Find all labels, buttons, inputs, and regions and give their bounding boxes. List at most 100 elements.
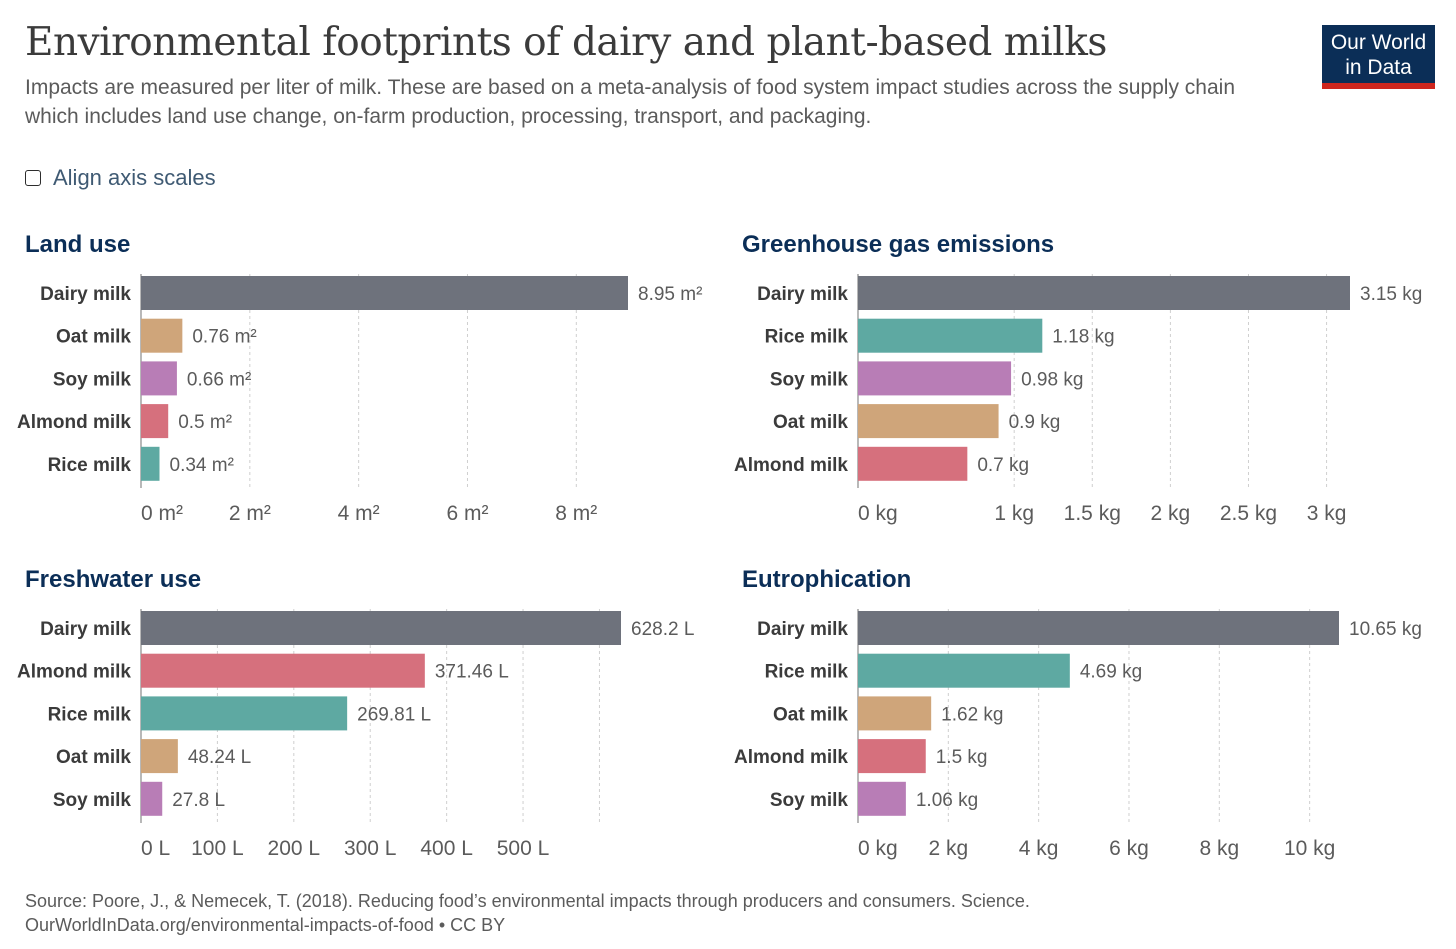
panel-title: Eutrophication [742, 566, 911, 593]
panel-title: Greenhouse gas emissions [742, 231, 1054, 258]
value-label: 8.95 m² [638, 284, 702, 305]
panel-title: Freshwater use [25, 566, 201, 593]
x-tick-label: 0 m² [141, 502, 183, 525]
bar[interactable] [141, 781, 163, 816]
bar[interactable] [141, 276, 628, 310]
bar[interactable] [858, 404, 999, 439]
footer: Source: Poore, J., & Nemecek, T. (2018).… [25, 889, 1030, 937]
bar[interactable] [858, 276, 1350, 310]
category-label: Dairy milk [757, 619, 848, 640]
category-label: Dairy milk [757, 284, 848, 305]
value-label: 10.65 kg [1349, 619, 1422, 640]
bar[interactable] [858, 739, 926, 774]
x-tick-label: 500 L [497, 837, 550, 860]
value-label: 269.81 L [357, 704, 431, 725]
category-label: Soy milk [53, 369, 132, 390]
value-label: 1.18 kg [1052, 327, 1114, 348]
bar[interactable] [858, 446, 968, 481]
category-label: Rice milk [765, 662, 849, 683]
bar[interactable] [141, 611, 621, 645]
bar[interactable] [858, 318, 1043, 353]
value-label: 0.5 m² [178, 412, 232, 433]
x-tick-label: 4 m² [338, 502, 380, 525]
category-label: Soy milk [770, 369, 849, 390]
value-label: 0.98 kg [1021, 369, 1083, 390]
align-axis-checkbox[interactable] [25, 170, 41, 186]
x-tick-label: 2 m² [229, 502, 271, 525]
x-tick-label: 4 kg [1019, 837, 1059, 860]
x-tick-label: 1 kg [994, 502, 1034, 525]
panel-title: Land use [25, 231, 130, 258]
category-label: Rice milk [765, 327, 849, 348]
x-tick-label: 0 kg [858, 837, 898, 860]
value-label: 1.06 kg [916, 790, 978, 811]
category-label: Oat milk [56, 327, 131, 348]
x-tick-label: 300 L [344, 837, 397, 860]
bar[interactable] [858, 611, 1339, 645]
chart-title: Environmental footprints of dairy and pl… [25, 20, 1107, 65]
category-label: Rice milk [48, 704, 132, 725]
x-tick-label: 400 L [420, 837, 473, 860]
category-label: Rice milk [48, 455, 132, 476]
x-tick-label: 100 L [191, 837, 244, 860]
bar[interactable] [858, 696, 932, 731]
value-label: 3.15 kg [1360, 284, 1422, 305]
x-tick-label: 200 L [268, 837, 321, 860]
category-label: Soy milk [53, 790, 132, 811]
x-tick-label: 0 kg [858, 502, 898, 525]
category-label: Soy milk [770, 790, 849, 811]
value-label: 4.69 kg [1080, 662, 1142, 683]
category-label: Almond milk [734, 747, 848, 768]
value-label: 628.2 L [631, 619, 694, 640]
chart-subtitle: Impacts are measured per liter of milk. … [25, 76, 1236, 128]
bar[interactable] [858, 653, 1070, 688]
category-label: Dairy milk [40, 619, 131, 640]
bar[interactable] [141, 446, 160, 481]
source-text: Source: Poore, J., & Nemecek, T. (2018).… [25, 891, 1030, 911]
x-tick-label: 2 kg [1151, 502, 1191, 525]
bar[interactable] [141, 361, 177, 396]
x-tick-label: 2 kg [928, 837, 968, 860]
value-label: 0.76 m² [192, 327, 256, 348]
bar[interactable] [141, 404, 169, 439]
category-label: Oat milk [773, 704, 848, 725]
category-label: Almond milk [734, 455, 848, 476]
category-label: Almond milk [17, 412, 131, 433]
bar[interactable] [141, 653, 425, 688]
value-label: 371.46 L [435, 662, 509, 683]
category-label: Oat milk [56, 747, 131, 768]
x-tick-label: 8 m² [555, 502, 597, 525]
x-tick-label: 2.5 kg [1220, 502, 1277, 525]
value-label: 48.24 L [188, 747, 251, 768]
value-label: 0.9 kg [1009, 412, 1061, 433]
bar[interactable] [141, 696, 348, 731]
align-axis-label: Align axis scales [53, 165, 216, 190]
value-label: 0.7 kg [977, 455, 1029, 476]
bar[interactable] [141, 318, 183, 353]
x-tick-label: 6 kg [1109, 837, 1149, 860]
category-label: Oat milk [773, 412, 848, 433]
x-tick-label: 8 kg [1199, 837, 1239, 860]
logo-line-2: in Data [1345, 56, 1412, 79]
category-label: Almond milk [17, 662, 131, 683]
x-tick-label: 0 L [141, 837, 170, 860]
source-url[interactable]: OurWorldInData.org/environmental-impacts… [25, 915, 506, 935]
align-axis-toggle[interactable]: Align axis scales [25, 165, 216, 191]
value-label: 27.8 L [172, 790, 225, 811]
value-label: 0.66 m² [187, 369, 251, 390]
x-tick-label: 1.5 kg [1064, 502, 1121, 525]
value-label: 1.62 kg [941, 704, 1003, 725]
bar[interactable] [858, 361, 1012, 396]
x-tick-label: 3 kg [1307, 502, 1347, 525]
value-label: 0.34 m² [170, 455, 234, 476]
x-tick-label: 6 m² [446, 502, 488, 525]
owid-logo[interactable]: Our World in Data [1322, 25, 1435, 89]
category-label: Dairy milk [40, 284, 131, 305]
bar[interactable] [141, 739, 178, 774]
bar[interactable] [858, 781, 906, 816]
logo-line-1: Our World [1330, 31, 1427, 54]
x-tick-label: 10 kg [1284, 837, 1335, 860]
value-label: 1.5 kg [936, 747, 988, 768]
logo-accent-bar [1322, 83, 1435, 89]
